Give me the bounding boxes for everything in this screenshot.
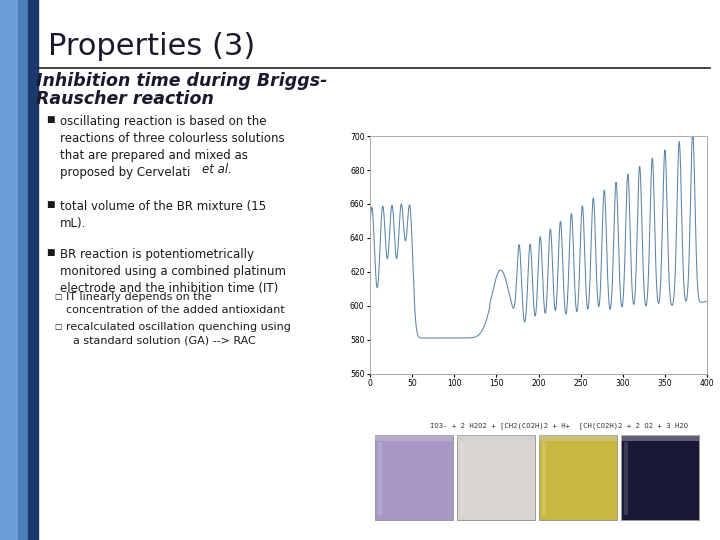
Text: IT linearly depends on the
concentration of the added antioxidant: IT linearly depends on the concentration… [66, 292, 284, 315]
Text: □: □ [54, 292, 61, 301]
Text: BR reaction is potentiometrically
monitored using a combined platinum
electrode : BR reaction is potentiometrically monito… [60, 248, 286, 295]
Text: IO3- + 2 H2O2 + [CH2(CO2H)2 + H+  [CH(CO2H)2 + 2 O2 + 3 H2O: IO3- + 2 H2O2 + [CH2(CO2H)2 + H+ [CH(CO2… [430, 422, 688, 429]
Bar [460, 442, 464, 515]
Bar [542, 442, 546, 515]
Bar [28, 0, 38, 540]
Bar [18, 0, 28, 540]
Text: □: □ [54, 322, 61, 331]
Text: total volume of the BR mixture (15
mL).: total volume of the BR mixture (15 mL). [60, 200, 266, 230]
Text: Inhibition time during Briggs-: Inhibition time during Briggs- [36, 72, 328, 90]
Bar [0, 0, 18, 540]
Bar [378, 442, 382, 515]
Text: ■: ■ [46, 248, 55, 257]
Bar [375, 435, 453, 441]
Bar [457, 435, 535, 441]
Bar [457, 435, 535, 520]
Text: recalculated oscillation quenching using
  a standard solution (GA) --> RAC: recalculated oscillation quenching using… [66, 322, 291, 345]
Text: ■: ■ [46, 200, 55, 209]
Bar [621, 435, 699, 441]
Text: Rauscher reaction: Rauscher reaction [36, 90, 214, 108]
Text: ■: ■ [46, 115, 55, 124]
Bar [539, 435, 617, 520]
Bar [375, 435, 453, 520]
Bar [621, 435, 699, 520]
Bar [624, 442, 628, 515]
Text: et al.: et al. [202, 163, 232, 176]
Text: oscillating reaction is based on the
reactions of three colourless solutions
tha: oscillating reaction is based on the rea… [60, 115, 284, 179]
Bar [539, 435, 617, 441]
Text: Properties (3): Properties (3) [48, 32, 256, 61]
